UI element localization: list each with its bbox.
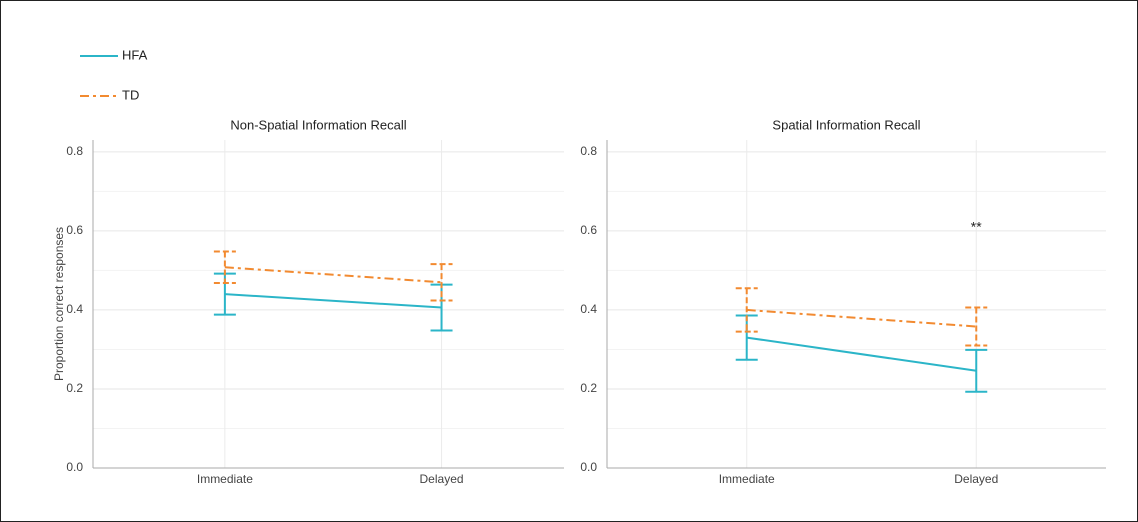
- y-tick-label: 0.4: [66, 302, 83, 316]
- y-tick-label: 0.8: [66, 144, 83, 158]
- error-bar: [965, 348, 988, 393]
- legend-label: HFA: [122, 47, 148, 62]
- y-tick-label: 0.4: [580, 302, 597, 316]
- error-bar: [965, 306, 988, 347]
- x-tick-label: Delayed: [420, 472, 464, 486]
- chart-title: Spatial Information Recall: [772, 117, 920, 132]
- x-tick-label: Immediate: [719, 472, 775, 486]
- error-bar: [735, 287, 758, 333]
- series-line: [224, 293, 442, 309]
- series-line: [746, 308, 977, 328]
- error-bar: [213, 250, 236, 285]
- chart-title: Non-Spatial Information Recall: [230, 117, 406, 132]
- y-tick-label: 0.0: [580, 460, 597, 474]
- y-tick-label: 0.6: [66, 223, 83, 237]
- legend-label: TD: [122, 87, 139, 102]
- y-tick-label: 0.2: [580, 381, 597, 395]
- annotation: **: [971, 219, 982, 235]
- x-tick-label: Delayed: [954, 472, 998, 486]
- error-bar: [430, 263, 453, 302]
- x-tick-label: Immediate: [197, 472, 253, 486]
- y-axis-label: Proportion correct responses: [52, 227, 66, 381]
- series-line: [224, 266, 442, 284]
- y-tick-label: 0.2: [66, 381, 83, 395]
- series-line: [746, 336, 977, 372]
- y-tick-label: 0.0: [66, 460, 83, 474]
- y-tick-label: 0.8: [580, 144, 597, 158]
- y-tick-label: 0.6: [580, 223, 597, 237]
